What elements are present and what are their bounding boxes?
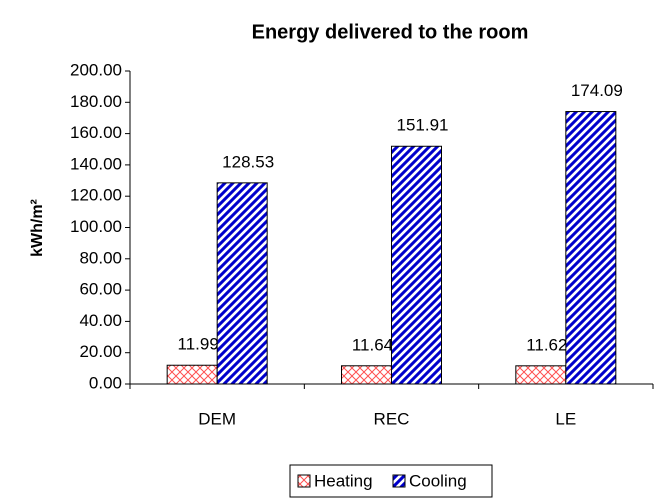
data-label: 128.53 — [222, 152, 274, 171]
data-label: 11.99 — [178, 335, 219, 354]
data-label: 151.91 — [397, 116, 449, 135]
legend-swatch — [392, 474, 406, 488]
x-tick-label: REC — [374, 409, 410, 428]
bar — [341, 365, 392, 385]
bar — [166, 364, 218, 385]
y-tick-label: 40.00 — [79, 311, 122, 330]
y-tick-label: 140.00 — [70, 154, 122, 173]
y-tick-label: 100.00 — [70, 217, 122, 236]
legend-box — [289, 464, 493, 498]
legend-label: Cooling — [409, 471, 467, 490]
y-tick-label: 0.00 — [89, 373, 122, 392]
y-tick-label: 200.00 — [70, 60, 122, 79]
y-axis-label: kWh/m² — [29, 199, 46, 257]
legend-swatch — [297, 474, 311, 488]
data-label: 11.64 — [352, 335, 393, 354]
y-tick-label: 20.00 — [79, 342, 122, 361]
data-label: 174.09 — [571, 81, 623, 100]
y-tick-label: 120.00 — [70, 186, 122, 205]
x-tick-label: DEM — [198, 409, 236, 428]
bar — [391, 145, 442, 385]
bar — [515, 365, 567, 385]
y-tick-label: 160.00 — [70, 123, 122, 142]
x-tick-label: LE — [555, 409, 576, 428]
y-tick-label: 80.00 — [79, 248, 122, 267]
chart-title: Energy delivered to the room — [252, 21, 529, 43]
bar — [216, 182, 268, 385]
y-tick-label: 180.00 — [70, 92, 122, 111]
data-label: 11.62 — [526, 335, 567, 354]
y-tick-label: 60.00 — [79, 280, 122, 299]
legend-label: Heating — [314, 471, 373, 490]
bar — [565, 111, 617, 385]
